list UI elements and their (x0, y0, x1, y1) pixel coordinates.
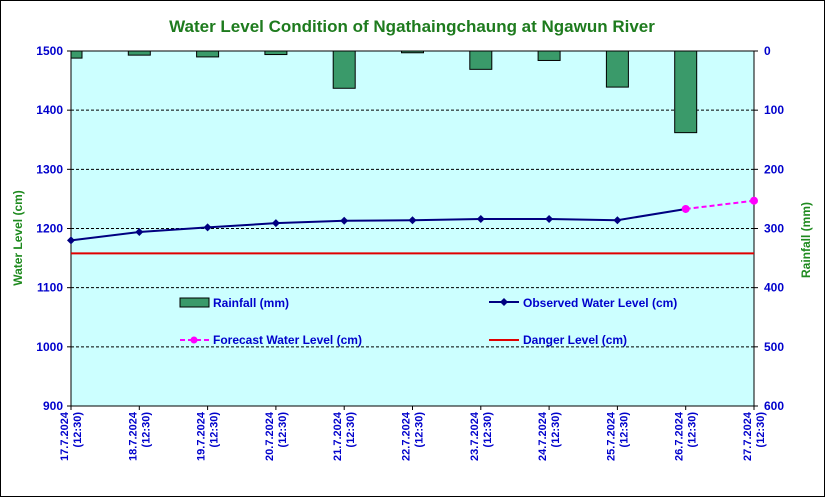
right-tick-label: 600 (764, 399, 784, 413)
x-tick-label: 24.7.2024 (12:30) (537, 411, 562, 461)
x-tick-date: 17.7.2024 (59, 411, 71, 461)
right-tick-label: 300 (764, 222, 784, 236)
x-tick-time: (12:30) (345, 412, 357, 448)
observed-water-level-line (70, 207, 686, 242)
water-level-lines (67, 196, 758, 245)
x-tick-time: (12:30) (414, 412, 426, 448)
x-tick-time: (12:30) (140, 412, 152, 448)
rainfall-bar (127, 50, 151, 56)
forecast-water-level-point (750, 196, 758, 205)
left-tick-label: 1000 (36, 340, 63, 354)
rainfall-bar (332, 50, 356, 89)
rainfall-bar (70, 50, 83, 59)
left-tick-label: 1500 (36, 44, 63, 58)
right-tick-label: 100 (764, 103, 784, 117)
x-tick-label: 18.7.2024 (12:30) (127, 411, 152, 461)
forecast-water-level-point (681, 204, 690, 213)
left-tick-label: 1400 (36, 103, 63, 117)
legend-swatch-forecast-marker (190, 336, 198, 344)
x-tick-label: 17.7.2024 (12:30) (59, 411, 84, 461)
legend-item-observed: Observed Water Level (cm) (489, 296, 677, 310)
observed-water-level-point (67, 236, 75, 245)
observed-water-level-point (545, 215, 554, 224)
rainfall-bar (401, 50, 424, 54)
observed-water-level-point (408, 216, 417, 225)
rainfall-bar (196, 50, 220, 58)
rainfall-bar (605, 50, 629, 88)
right-axis-ticks: 0 100 200 300 400 500 600 (754, 44, 784, 413)
x-tick-label: 21.7.2024 (12:30) (332, 411, 357, 461)
rainfall-bar (469, 50, 493, 70)
right-tick-label: 200 (764, 162, 784, 176)
legend: Rainfall (mm) Observed Water Level (cm) … (179, 296, 677, 347)
x-tick-label: 22.7.2024 (12:30) (401, 411, 426, 461)
left-tick-label: 900 (43, 399, 63, 413)
observed-water-level-point (271, 219, 280, 228)
observed-water-level-point (613, 216, 622, 225)
forecast-water-level-line (685, 199, 755, 210)
x-tick-date: 26.7.2024 (674, 411, 686, 461)
rainfall-bar (674, 50, 698, 134)
observed-water-level-point (203, 223, 212, 232)
legend-label-forecast: Forecast Water Level (cm) (213, 333, 362, 347)
x-tick-date: 24.7.2024 (537, 411, 549, 461)
legend-label-observed: Observed Water Level (cm) (523, 296, 677, 310)
x-tick-label: 27.7.2024 (12:30) (742, 411, 767, 461)
x-tick-time: (12:30) (277, 412, 289, 448)
observed-water-level-point (135, 228, 144, 237)
left-tick-label: 1300 (36, 162, 63, 176)
legend-item-rainfall: Rainfall (mm) (179, 296, 289, 310)
grid-lines (71, 109, 754, 348)
rainfall-bar (264, 50, 288, 56)
x-tick-date: 25.7.2024 (605, 411, 617, 461)
x-tick-date: 23.7.2024 (469, 411, 481, 461)
legend-item-forecast: Forecast Water Level (cm) (180, 333, 362, 347)
right-axis-title: Rainfall (mm) (799, 202, 813, 278)
left-tick-label: 1200 (36, 222, 63, 236)
x-tick-time: (12:30) (755, 412, 767, 448)
x-tick-time: (12:30) (618, 412, 630, 448)
right-tick-label: 500 (764, 340, 784, 354)
x-tick-time: (12:30) (687, 412, 699, 448)
x-tick-label: 23.7.2024 (12:30) (469, 411, 494, 461)
x-tick-time: (12:30) (550, 412, 562, 448)
left-tick-label: 1100 (37, 281, 63, 295)
x-tick-label: 19.7.2024 (12:30) (196, 411, 221, 461)
rainfall-bars (70, 50, 698, 134)
observed-water-level-point (340, 216, 349, 225)
right-tick-label: 0 (764, 44, 771, 58)
x-tick-date: 27.7.2024 (742, 411, 754, 461)
x-tick-label: 25.7.2024 (12:30) (605, 411, 630, 461)
x-tick-label: 26.7.2024 (12:30) (674, 411, 699, 461)
legend-swatch-observed-marker (500, 298, 508, 306)
x-tick-date: 21.7.2024 (332, 411, 344, 461)
rainfall-bar (537, 50, 561, 61)
right-tick-label: 400 (764, 281, 784, 295)
x-tick-time: (12:30) (482, 412, 494, 448)
x-tick-date: 19.7.2024 (196, 411, 208, 461)
x-tick-date: 22.7.2024 (401, 411, 413, 461)
x-tick-time: (12:30) (209, 412, 221, 448)
x-tick-date: 20.7.2024 (264, 411, 276, 461)
chart-title: Water Level Condition of Ngathaingchaung… (169, 17, 655, 36)
x-tick-date: 18.7.2024 (127, 411, 139, 461)
x-axis-ticks: 17.7.2024 (12:30) 18.7.2024 (12:30) 19.7.202… (59, 406, 767, 461)
observed-water-level-point (476, 215, 485, 224)
legend-swatch-rainfall (179, 297, 210, 308)
legend-label-danger: Danger Level (cm) (523, 333, 627, 347)
x-tick-time: (12:30) (72, 412, 84, 448)
left-axis-ticks: 900 1000 1100 1200 1300 1400 1500 (36, 44, 71, 413)
left-axis-title: Water Level (cm) (11, 190, 25, 286)
x-tick-label: 20.7.2024 (12:30) (264, 411, 289, 461)
legend-label-rainfall: Rainfall (mm) (213, 296, 289, 310)
legend-item-danger: Danger Level (cm) (489, 333, 627, 347)
